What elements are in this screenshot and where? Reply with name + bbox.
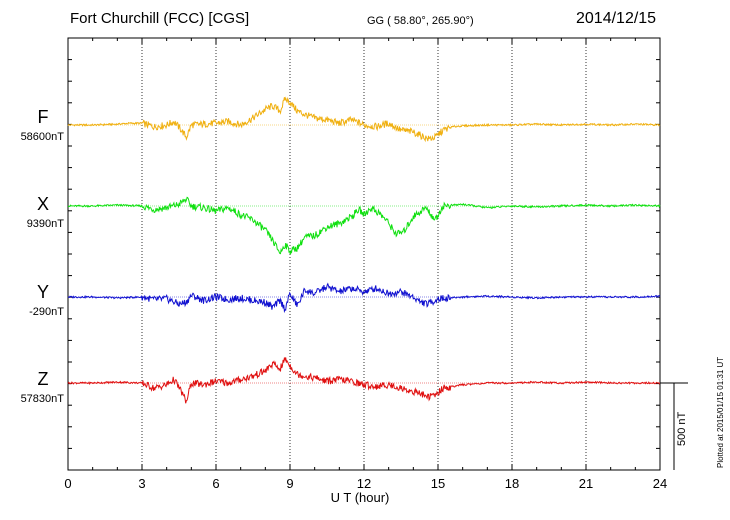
x-tick-label: 15	[430, 476, 446, 491]
plotted-timestamp: Plotted at 2015/01/15 01:31 UT	[716, 356, 725, 468]
x-tick-label: 18	[504, 476, 520, 491]
series-label-z: Z	[37, 369, 49, 389]
x-tick-label: 12	[356, 476, 372, 491]
x-tick-label: 3	[138, 476, 146, 491]
x-axis-label: U T (hour)	[330, 490, 390, 505]
x-tick-label: 9	[286, 476, 294, 491]
chart-title: Fort Churchill (FCC) [CGS]	[70, 10, 250, 27]
series-baseline-y: -290nT	[29, 306, 64, 318]
grid	[141, 38, 587, 470]
series-label-x: X	[36, 194, 49, 214]
x-tick-label: 0	[64, 476, 72, 491]
series-baseline-z: 57830nT	[20, 393, 64, 405]
x-tick-label: 24	[652, 476, 668, 491]
series-line-y	[67, 282, 661, 314]
x-tick-label: 21	[578, 476, 594, 491]
chart-date: 2014/12/15	[576, 10, 657, 27]
series-group	[67, 96, 661, 404]
series-label-f: F	[37, 107, 49, 127]
series-line-f	[67, 96, 661, 143]
station-coordinates: GG ( 58.80°, 265.90°)	[367, 15, 474, 27]
series-label-y: Y	[36, 282, 49, 302]
series-baseline-f: 58600nT	[20, 131, 64, 143]
series-line-z	[67, 357, 661, 404]
scale-label: 500 nT	[676, 411, 688, 446]
x-tick-label: 6	[212, 476, 220, 491]
series-line-x	[67, 196, 661, 255]
series-baseline-x: 9390nT	[26, 218, 64, 230]
